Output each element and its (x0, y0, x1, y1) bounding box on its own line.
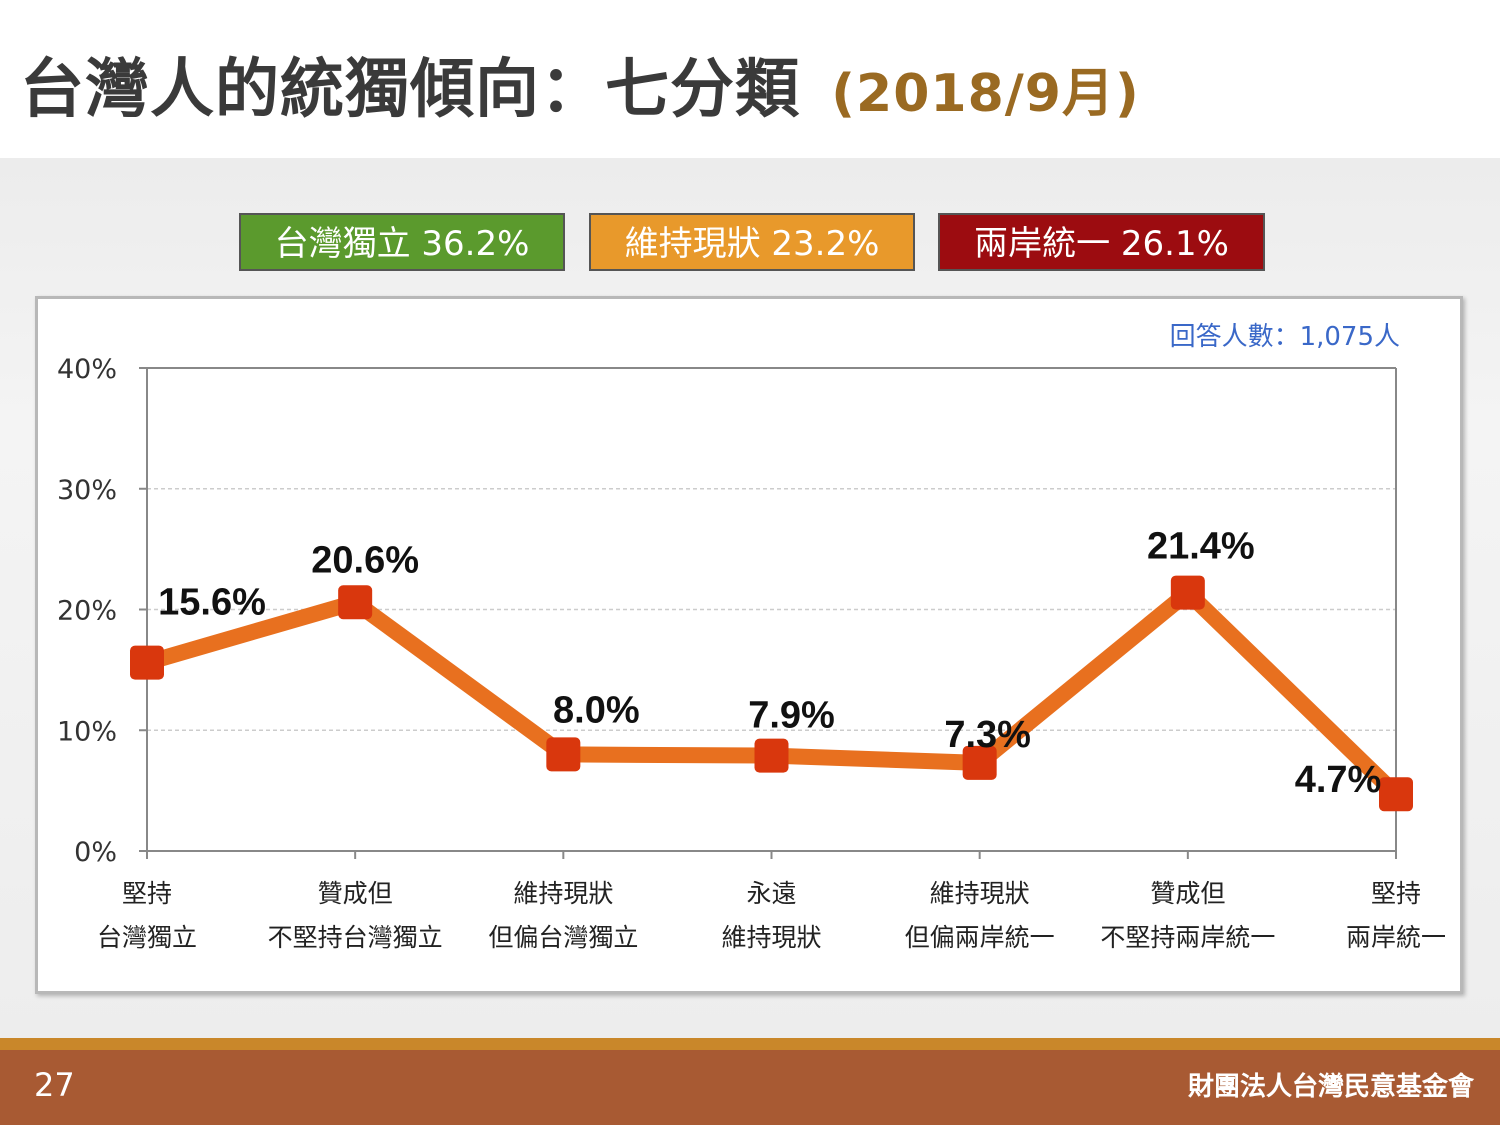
x-category-label: 堅持 (122, 879, 172, 908)
data-label: 15.6% (158, 582, 266, 624)
data-label: 8.0% (553, 689, 640, 731)
y-tick-label: 0% (74, 837, 117, 868)
data-point (754, 738, 789, 773)
data-label: 4.7% (1295, 759, 1382, 801)
x-category-label: 不堅持台灣獨立 (268, 923, 443, 952)
chart-frame (35, 296, 1463, 994)
data-label: 21.4% (1147, 526, 1255, 568)
x-category-label: 但偏台灣獨立 (488, 923, 638, 952)
title-date: (2018/9月) (831, 64, 1140, 124)
x-category-label: 兩岸統一 (1346, 923, 1446, 952)
x-category-label: 贊成但 (318, 879, 393, 908)
data-point (1170, 575, 1205, 610)
data-label: 7.3% (944, 714, 1031, 756)
y-tick-label: 20% (57, 596, 117, 627)
data-point (1379, 777, 1413, 812)
x-category-label: 維持現狀 (930, 879, 1030, 908)
footer-stripe (0, 1038, 1500, 1050)
data-point (338, 585, 373, 620)
respondent-count: 回答人數：1,075人 (1169, 322, 1400, 352)
y-tick-label: 40% (57, 354, 117, 385)
title-main: 台灣人的統獨傾向：七分類 (20, 53, 800, 127)
footer-bar (0, 1050, 1500, 1125)
y-tick-label: 30% (57, 475, 117, 506)
page-number: 27 (34, 1066, 75, 1104)
title-bar: 台灣人的統獨傾向：七分類 (2018/9月) (0, 0, 1500, 158)
x-category-label: 但偏兩岸統一 (905, 923, 1055, 952)
y-tick-label: 10% (57, 716, 117, 747)
data-label: 7.9% (748, 695, 835, 737)
data-point (962, 745, 997, 780)
x-category-label: 維持現狀 (513, 879, 613, 908)
legend-unification: 兩岸統一 26.1% (938, 213, 1265, 271)
organization-name: 財團法人台灣民意基金會 (1187, 1072, 1474, 1102)
x-category-label: 永遠 (746, 879, 796, 908)
x-category-label: 堅持 (1371, 879, 1421, 908)
x-category-label: 台灣獨立 (97, 923, 197, 952)
data-label: 20.6% (311, 539, 419, 581)
page-title: 台灣人的統獨傾向：七分類 (2018/9月) (20, 38, 1140, 130)
data-point (546, 737, 581, 772)
x-category-label: 不堅持兩岸統一 (1100, 923, 1275, 952)
legend-status-quo: 維持現狀 23.2% (589, 213, 915, 271)
x-category-label: 贊成但 (1150, 879, 1225, 908)
x-category-label: 維持現狀 (721, 923, 821, 952)
data-point (130, 645, 164, 680)
legend-independence: 台灣獨立 36.2% (239, 213, 565, 271)
